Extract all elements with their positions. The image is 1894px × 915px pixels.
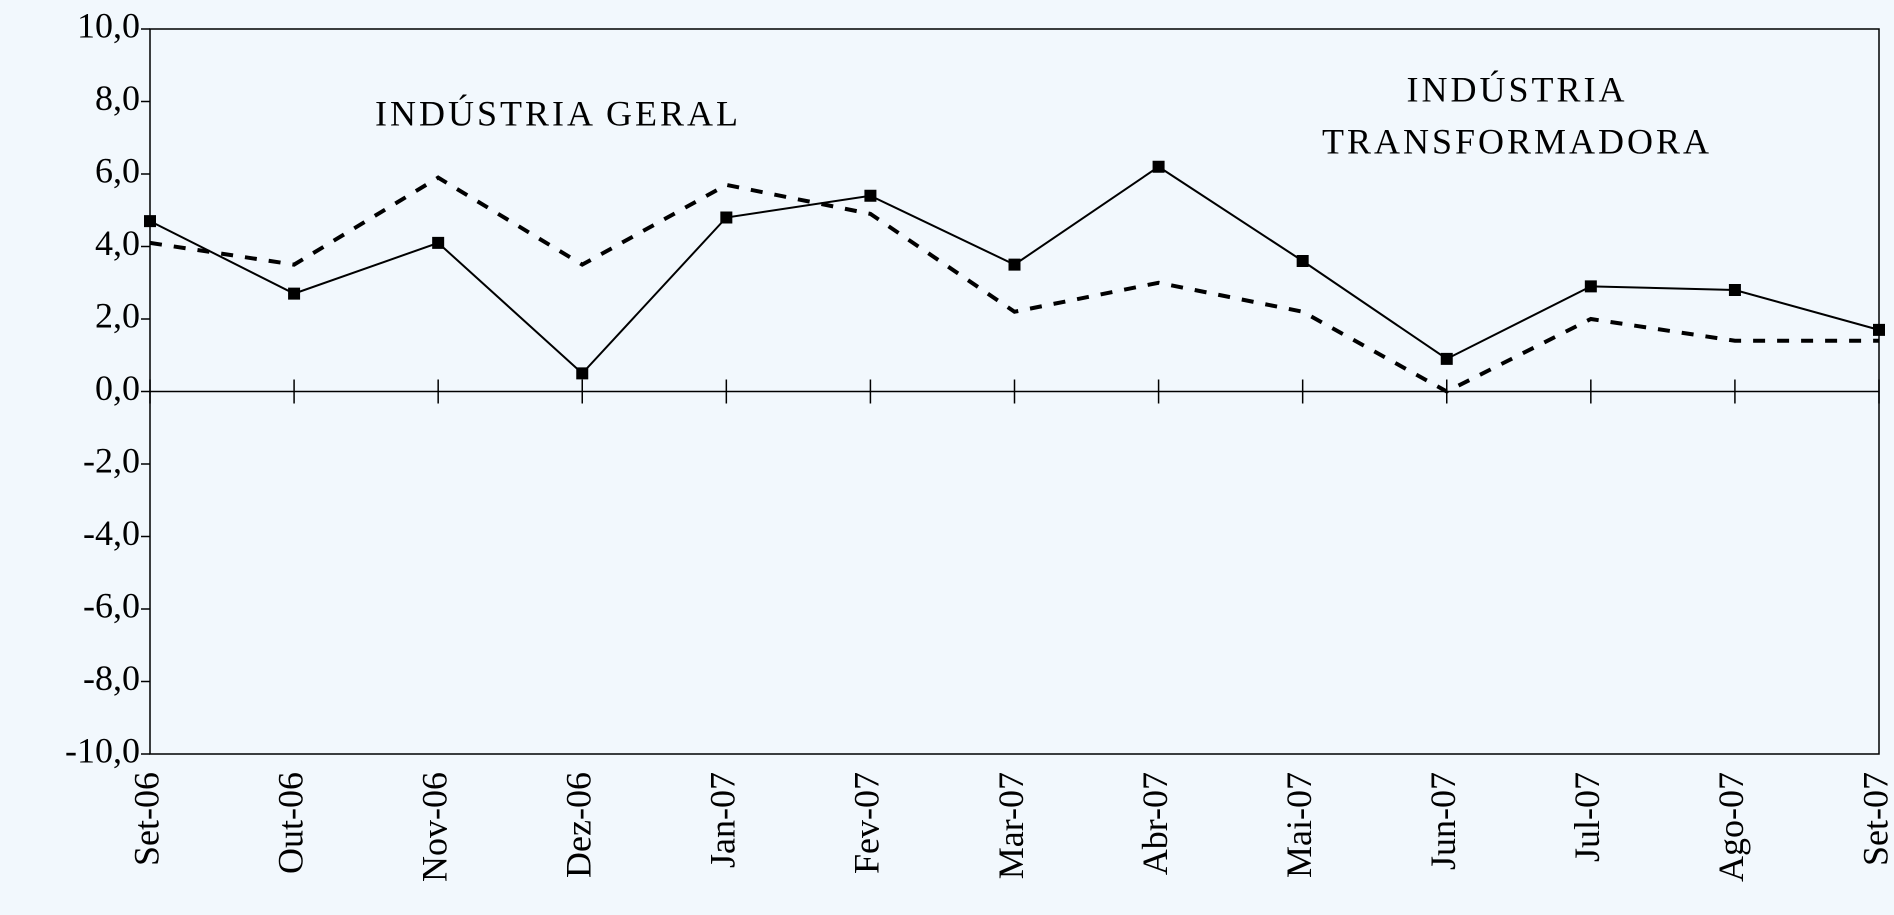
x-tick-label: Abr-07 — [1135, 772, 1175, 875]
y-tick-label: 8,0 — [95, 78, 140, 118]
series-marker — [1152, 160, 1165, 173]
series-marker — [1008, 258, 1021, 271]
y-tick-label: -8,0 — [83, 658, 140, 698]
y-tick-label: -6,0 — [83, 585, 140, 625]
series-marker — [432, 236, 445, 249]
series-marker — [288, 287, 301, 300]
x-tick-label: Mai-07 — [1279, 772, 1319, 878]
x-tick-label: Jul-07 — [1567, 772, 1607, 862]
series-marker — [720, 211, 733, 224]
y-tick-label: 0,0 — [95, 368, 140, 408]
y-tick-label: 6,0 — [95, 150, 140, 190]
y-tick-label: -4,0 — [83, 513, 140, 553]
annotation: INDÚSTRIA GERAL — [375, 93, 741, 133]
y-tick-label: 4,0 — [95, 223, 140, 263]
x-tick-label: Set-07 — [1855, 772, 1894, 866]
y-tick-label: 2,0 — [95, 295, 140, 335]
annotation: INDÚSTRIA — [1407, 69, 1628, 109]
x-tick-label: Mar-07 — [991, 772, 1031, 879]
x-tick-label: Jun-07 — [1423, 772, 1463, 870]
series-marker — [1296, 255, 1309, 267]
series-marker — [864, 189, 877, 202]
x-tick-label: Out-06 — [270, 772, 310, 874]
x-tick-label: Jan-07 — [703, 772, 743, 868]
y-tick-label: -10,0 — [65, 730, 140, 770]
series-marker — [1584, 280, 1597, 293]
series-marker — [1873, 323, 1885, 336]
x-tick-label: Nov-06 — [414, 772, 454, 882]
x-tick-label: Dez-06 — [559, 772, 599, 878]
series-marker — [1728, 284, 1741, 296]
y-tick-label: -2,0 — [83, 440, 140, 480]
series-line — [149, 175, 1879, 394]
series-marker — [576, 367, 589, 380]
x-tick-label: Fev-07 — [847, 772, 887, 874]
y-tick-label: 10,0 — [77, 5, 140, 45]
series-marker — [1440, 352, 1453, 365]
annotation: TRANSFORMADORA — [1322, 121, 1712, 161]
series-marker — [144, 215, 156, 228]
x-tick-label: Set-06 — [126, 772, 166, 866]
x-tick-label: Ago-07 — [1711, 772, 1751, 882]
